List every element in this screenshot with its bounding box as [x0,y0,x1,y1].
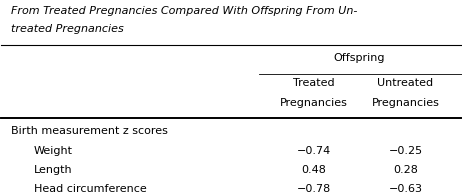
Text: −0.25: −0.25 [389,146,423,156]
Text: 0.48: 0.48 [301,165,326,175]
Text: Untreated: Untreated [377,78,433,88]
Text: 0.28: 0.28 [393,165,418,175]
Text: Offspring: Offspring [334,53,385,63]
Text: −0.78: −0.78 [297,184,331,194]
Text: Birth measurement z scores: Birth measurement z scores [11,126,167,136]
Text: Treated: Treated [293,78,334,88]
Text: From Treated Pregnancies Compared With Offspring From Un-: From Treated Pregnancies Compared With O… [11,6,357,16]
Text: Length: Length [34,165,72,175]
Text: Weight: Weight [34,146,73,156]
Text: Pregnancies: Pregnancies [280,98,347,108]
Text: Pregnancies: Pregnancies [371,98,439,108]
Text: treated Pregnancies: treated Pregnancies [11,24,123,34]
Text: −0.74: −0.74 [297,146,331,156]
Text: −0.63: −0.63 [389,184,423,194]
Text: Head circumference: Head circumference [34,184,146,194]
